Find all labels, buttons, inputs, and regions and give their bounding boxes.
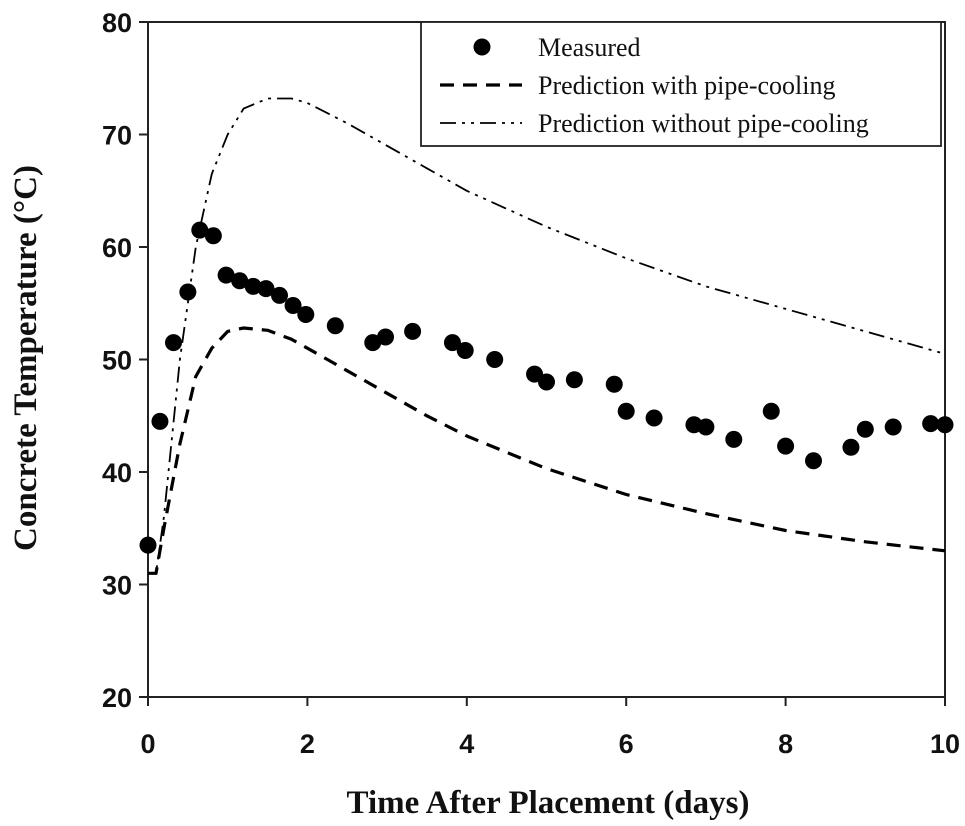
data-point — [617, 402, 635, 420]
data-point — [936, 416, 954, 434]
data-point — [404, 322, 422, 340]
axes-layer: 20 30 40 50 60 70 80 0 2 4 6 8 10 — [102, 8, 960, 759]
data-point — [443, 334, 461, 352]
series-layer — [139, 97, 954, 575]
y-tick-label: 70 — [102, 121, 132, 151]
data-point — [526, 365, 544, 383]
data-point — [486, 351, 504, 368]
legend: Measured Prediction with pipe-cooling Pred… — [420, 21, 942, 147]
x-tick-label: 8 — [778, 729, 793, 759]
y-tick-label: 20 — [102, 683, 132, 713]
data-point — [538, 373, 555, 391]
y-axis-title: Concrete Temperature (°C) — [8, 165, 44, 551]
x-tick-label: 6 — [619, 729, 634, 759]
x-tick-label: 2 — [300, 729, 315, 759]
y-tick-label: 30 — [102, 571, 132, 601]
y-tick-label: 40 — [102, 458, 132, 488]
legend-label: Prediction without pipe-cooling — [538, 109, 869, 138]
legend-label: Prediction with pipe-cooling — [538, 71, 836, 100]
data-point — [804, 452, 822, 470]
data-point — [605, 375, 623, 393]
x-tick-label: 4 — [459, 729, 474, 759]
y-tick-label: 80 — [102, 8, 132, 38]
data-point — [271, 286, 289, 304]
data-point — [645, 409, 663, 427]
data-point — [697, 418, 715, 436]
data-point — [377, 328, 395, 346]
x-tick-label: 0 — [140, 729, 155, 759]
data-point — [257, 280, 275, 298]
legend-label: Measured — [538, 33, 641, 62]
data-point — [725, 430, 743, 448]
measured-points — [139, 221, 954, 554]
data-point — [456, 342, 474, 359]
data-point — [231, 272, 249, 290]
data-point — [565, 371, 583, 389]
data-point — [139, 536, 157, 554]
legend-box — [420, 21, 942, 147]
data-point — [884, 418, 902, 436]
data-point — [191, 221, 209, 239]
data-point — [165, 334, 183, 352]
data-point — [856, 420, 874, 438]
data-point — [842, 438, 860, 456]
data-point — [204, 227, 222, 245]
data-point — [284, 297, 302, 314]
data-point — [151, 412, 169, 430]
data-point — [777, 437, 795, 455]
series-line — [148, 97, 946, 575]
legend-marker — [473, 38, 491, 56]
data-point — [244, 277, 262, 295]
series-line — [148, 326, 946, 575]
data-point — [762, 402, 780, 420]
data-point — [364, 334, 382, 352]
data-point — [179, 283, 197, 301]
data-point — [297, 306, 315, 323]
x-tick-label: 10 — [930, 729, 960, 759]
data-point — [217, 266, 235, 284]
data-point — [326, 317, 344, 335]
y-tick-label: 50 — [102, 346, 132, 376]
y-tick-label: 60 — [102, 233, 132, 263]
data-point — [922, 415, 940, 433]
x-axis-title: Time After Placement (days) — [347, 785, 750, 821]
